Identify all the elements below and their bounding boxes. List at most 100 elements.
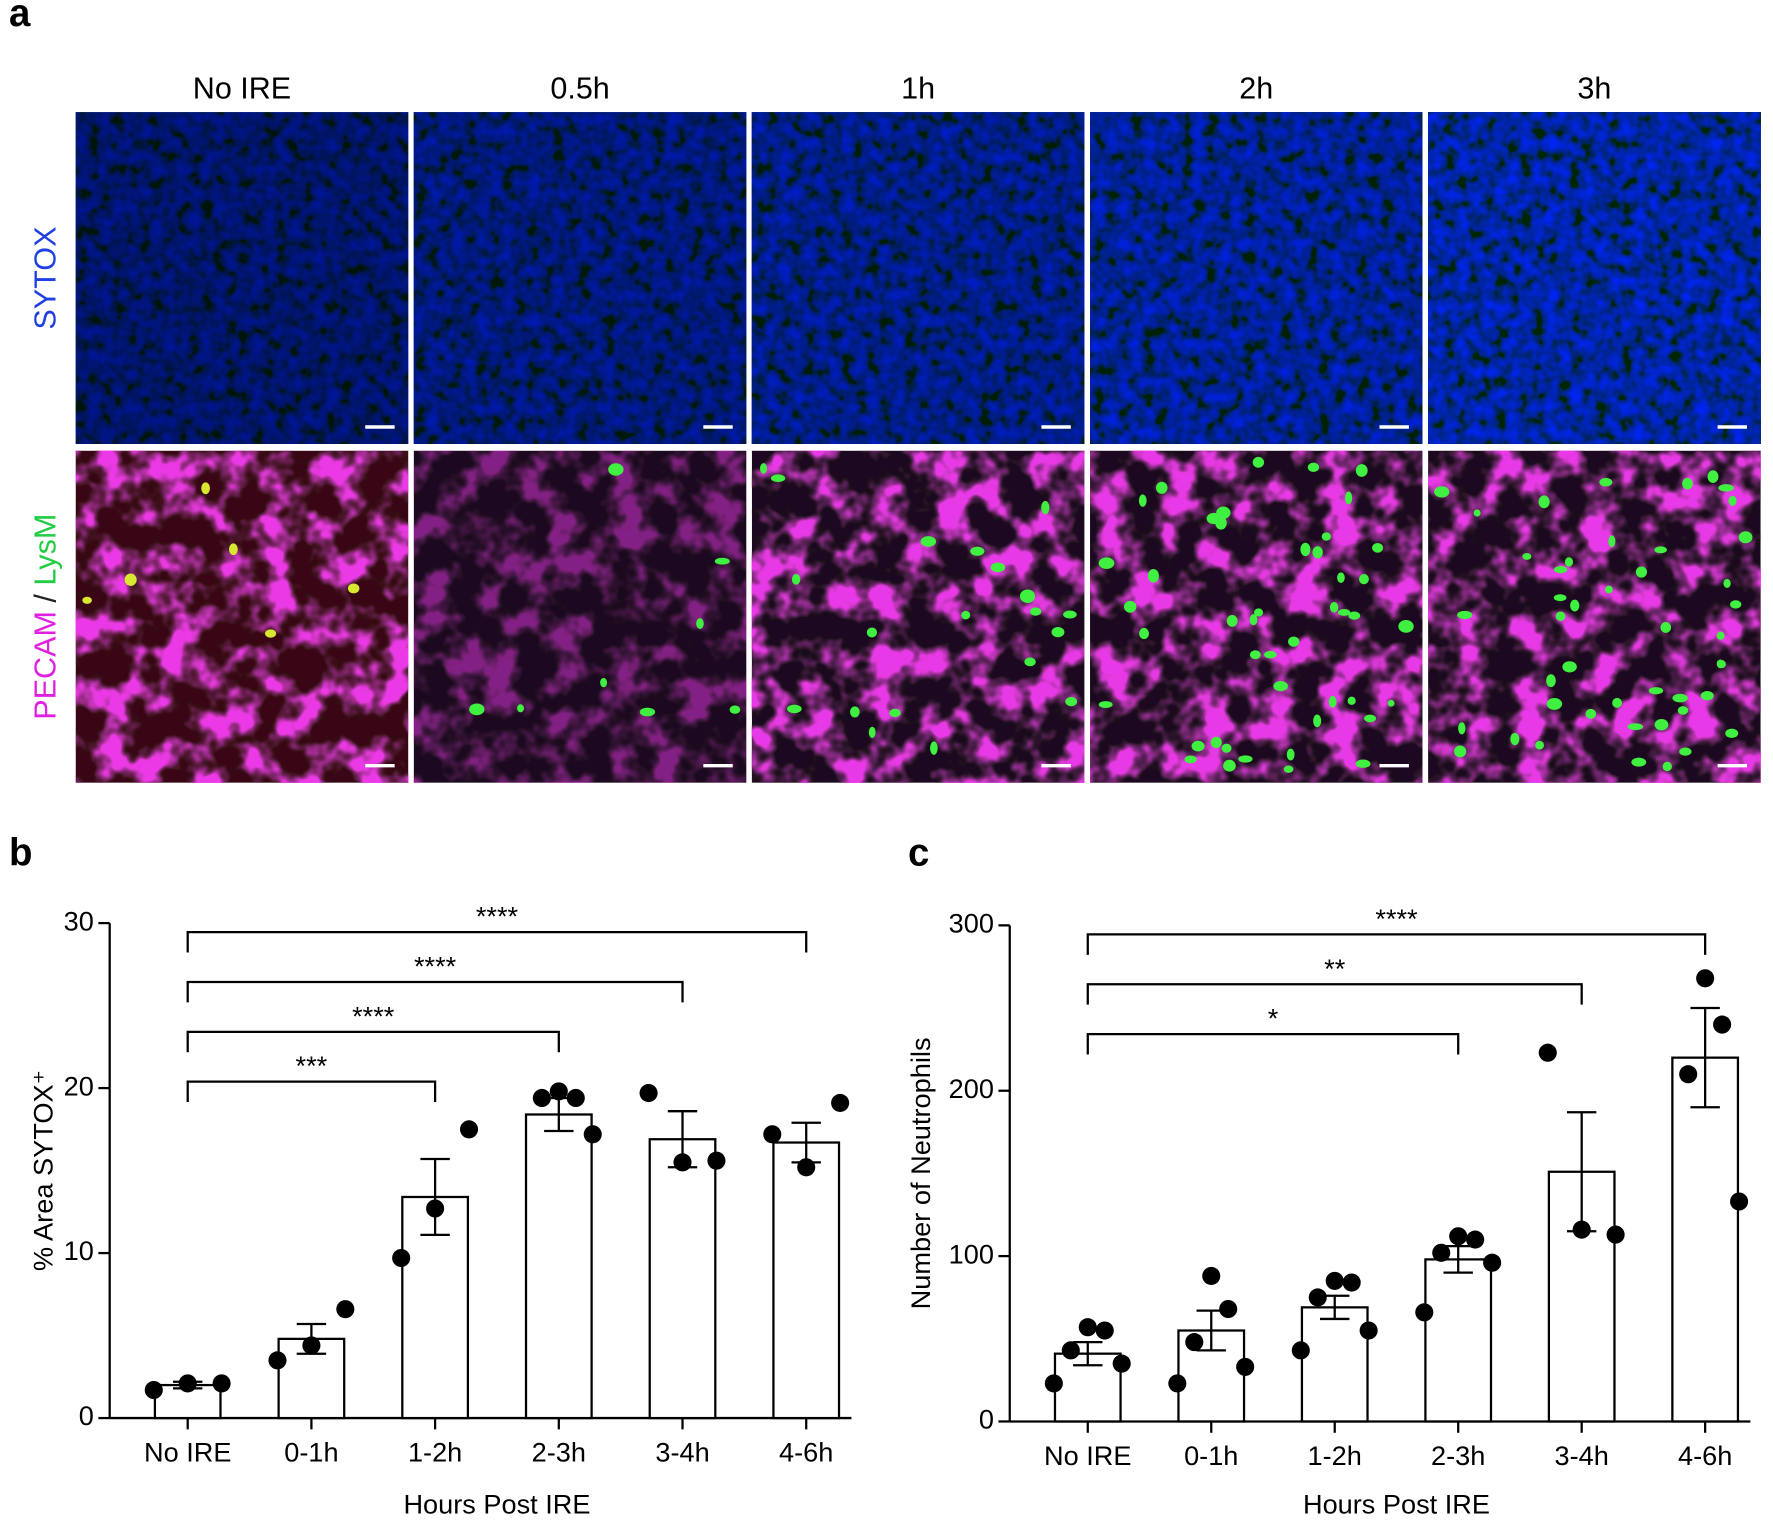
cell [1679,747,1692,756]
cell [1283,765,1294,773]
cell [1635,566,1648,578]
significance-bracket [1086,983,1583,1005]
data-point [1696,969,1715,988]
data-point [673,1153,692,1172]
cell [1328,695,1337,708]
bar [1424,1258,1493,1423]
cell [1473,509,1481,517]
cell [1347,696,1356,705]
data-point [1730,1192,1749,1211]
cell [1717,660,1726,669]
cell [1730,600,1742,609]
cell [1249,614,1258,626]
data-point [178,1374,197,1393]
cell [1206,512,1222,525]
cell [1522,553,1532,560]
y-axis-title: Number of Neutrophils [905,1037,936,1309]
data-point [1415,1303,1434,1322]
cell [1631,757,1647,767]
data-point [1236,1357,1255,1376]
cell [990,562,1006,573]
cell [347,583,360,594]
cell [1654,546,1667,554]
cell [868,726,876,739]
cell [1019,589,1036,604]
cell [1210,736,1222,748]
cell [1718,484,1734,492]
cell [1065,696,1078,707]
data-point [1679,1065,1698,1084]
cell [1605,585,1613,594]
cell [1434,486,1450,498]
cell [850,706,860,718]
data-point [1325,1271,1344,1290]
cell [1738,531,1753,544]
significance-bracket [186,1080,437,1103]
cell [1546,674,1556,688]
significance-label: **** [352,1000,395,1031]
cell [1249,650,1261,660]
cell [1562,661,1577,673]
cell [1554,565,1568,574]
cell [1337,572,1345,583]
bar [648,1138,717,1420]
data-point [1572,1220,1591,1239]
cell [1707,470,1719,483]
image-texture [1090,112,1423,444]
significance-label: **** [1375,903,1418,934]
cell [1191,740,1205,752]
column-header: No IRE [193,72,291,106]
cell [1585,708,1597,719]
x-axis-title: Hours Post IRE [403,1489,590,1520]
cell [1312,546,1323,559]
image-texture [75,450,409,783]
cell [1123,600,1137,613]
y-tick-label: 300 [949,908,994,939]
cell [1599,477,1613,487]
cell [1700,690,1714,701]
cell [1253,608,1264,617]
data-point [1359,1321,1378,1340]
cell [1321,532,1332,541]
cell [1723,578,1731,588]
data-point [707,1151,726,1170]
bar [1671,1056,1740,1423]
cell [82,596,92,604]
image-texture [1428,112,1761,444]
y-tick-label: 0 [979,1404,994,1435]
y-tick-label: 100 [949,1238,994,1269]
panel-label: c [908,831,929,874]
y-axis-title: % Area SYTOX⁺ [27,1070,58,1271]
cell [889,708,901,718]
data-point [583,1125,602,1144]
significance-bracket [1086,933,1707,955]
cell [930,741,938,755]
cell [1677,706,1689,715]
column-header: 0.5h [550,72,609,106]
significance-bracket [186,931,808,953]
y-tick-label: 20 [64,1070,94,1101]
cell [759,463,768,474]
data-point [549,1082,568,1101]
row-label-part: LysM [29,514,63,586]
data-point [1538,1043,1557,1062]
cell [1264,650,1277,659]
cell [1221,743,1232,753]
cell [1329,601,1339,613]
data-point [1112,1354,1131,1373]
data-point [1168,1374,1187,1393]
data-point [1095,1321,1114,1340]
data-point [1432,1243,1451,1262]
cell [866,627,878,638]
bar [772,1141,841,1420]
cell [1337,609,1351,616]
y-tick-label: 30 [64,905,94,936]
data-point [763,1125,782,1144]
data-point [1308,1288,1327,1307]
data-point [336,1300,355,1319]
bar [1300,1306,1369,1423]
data-point [1078,1318,1097,1337]
cell [1662,761,1672,772]
row-label-part: PECAM [29,611,63,720]
data-point [1061,1341,1080,1360]
